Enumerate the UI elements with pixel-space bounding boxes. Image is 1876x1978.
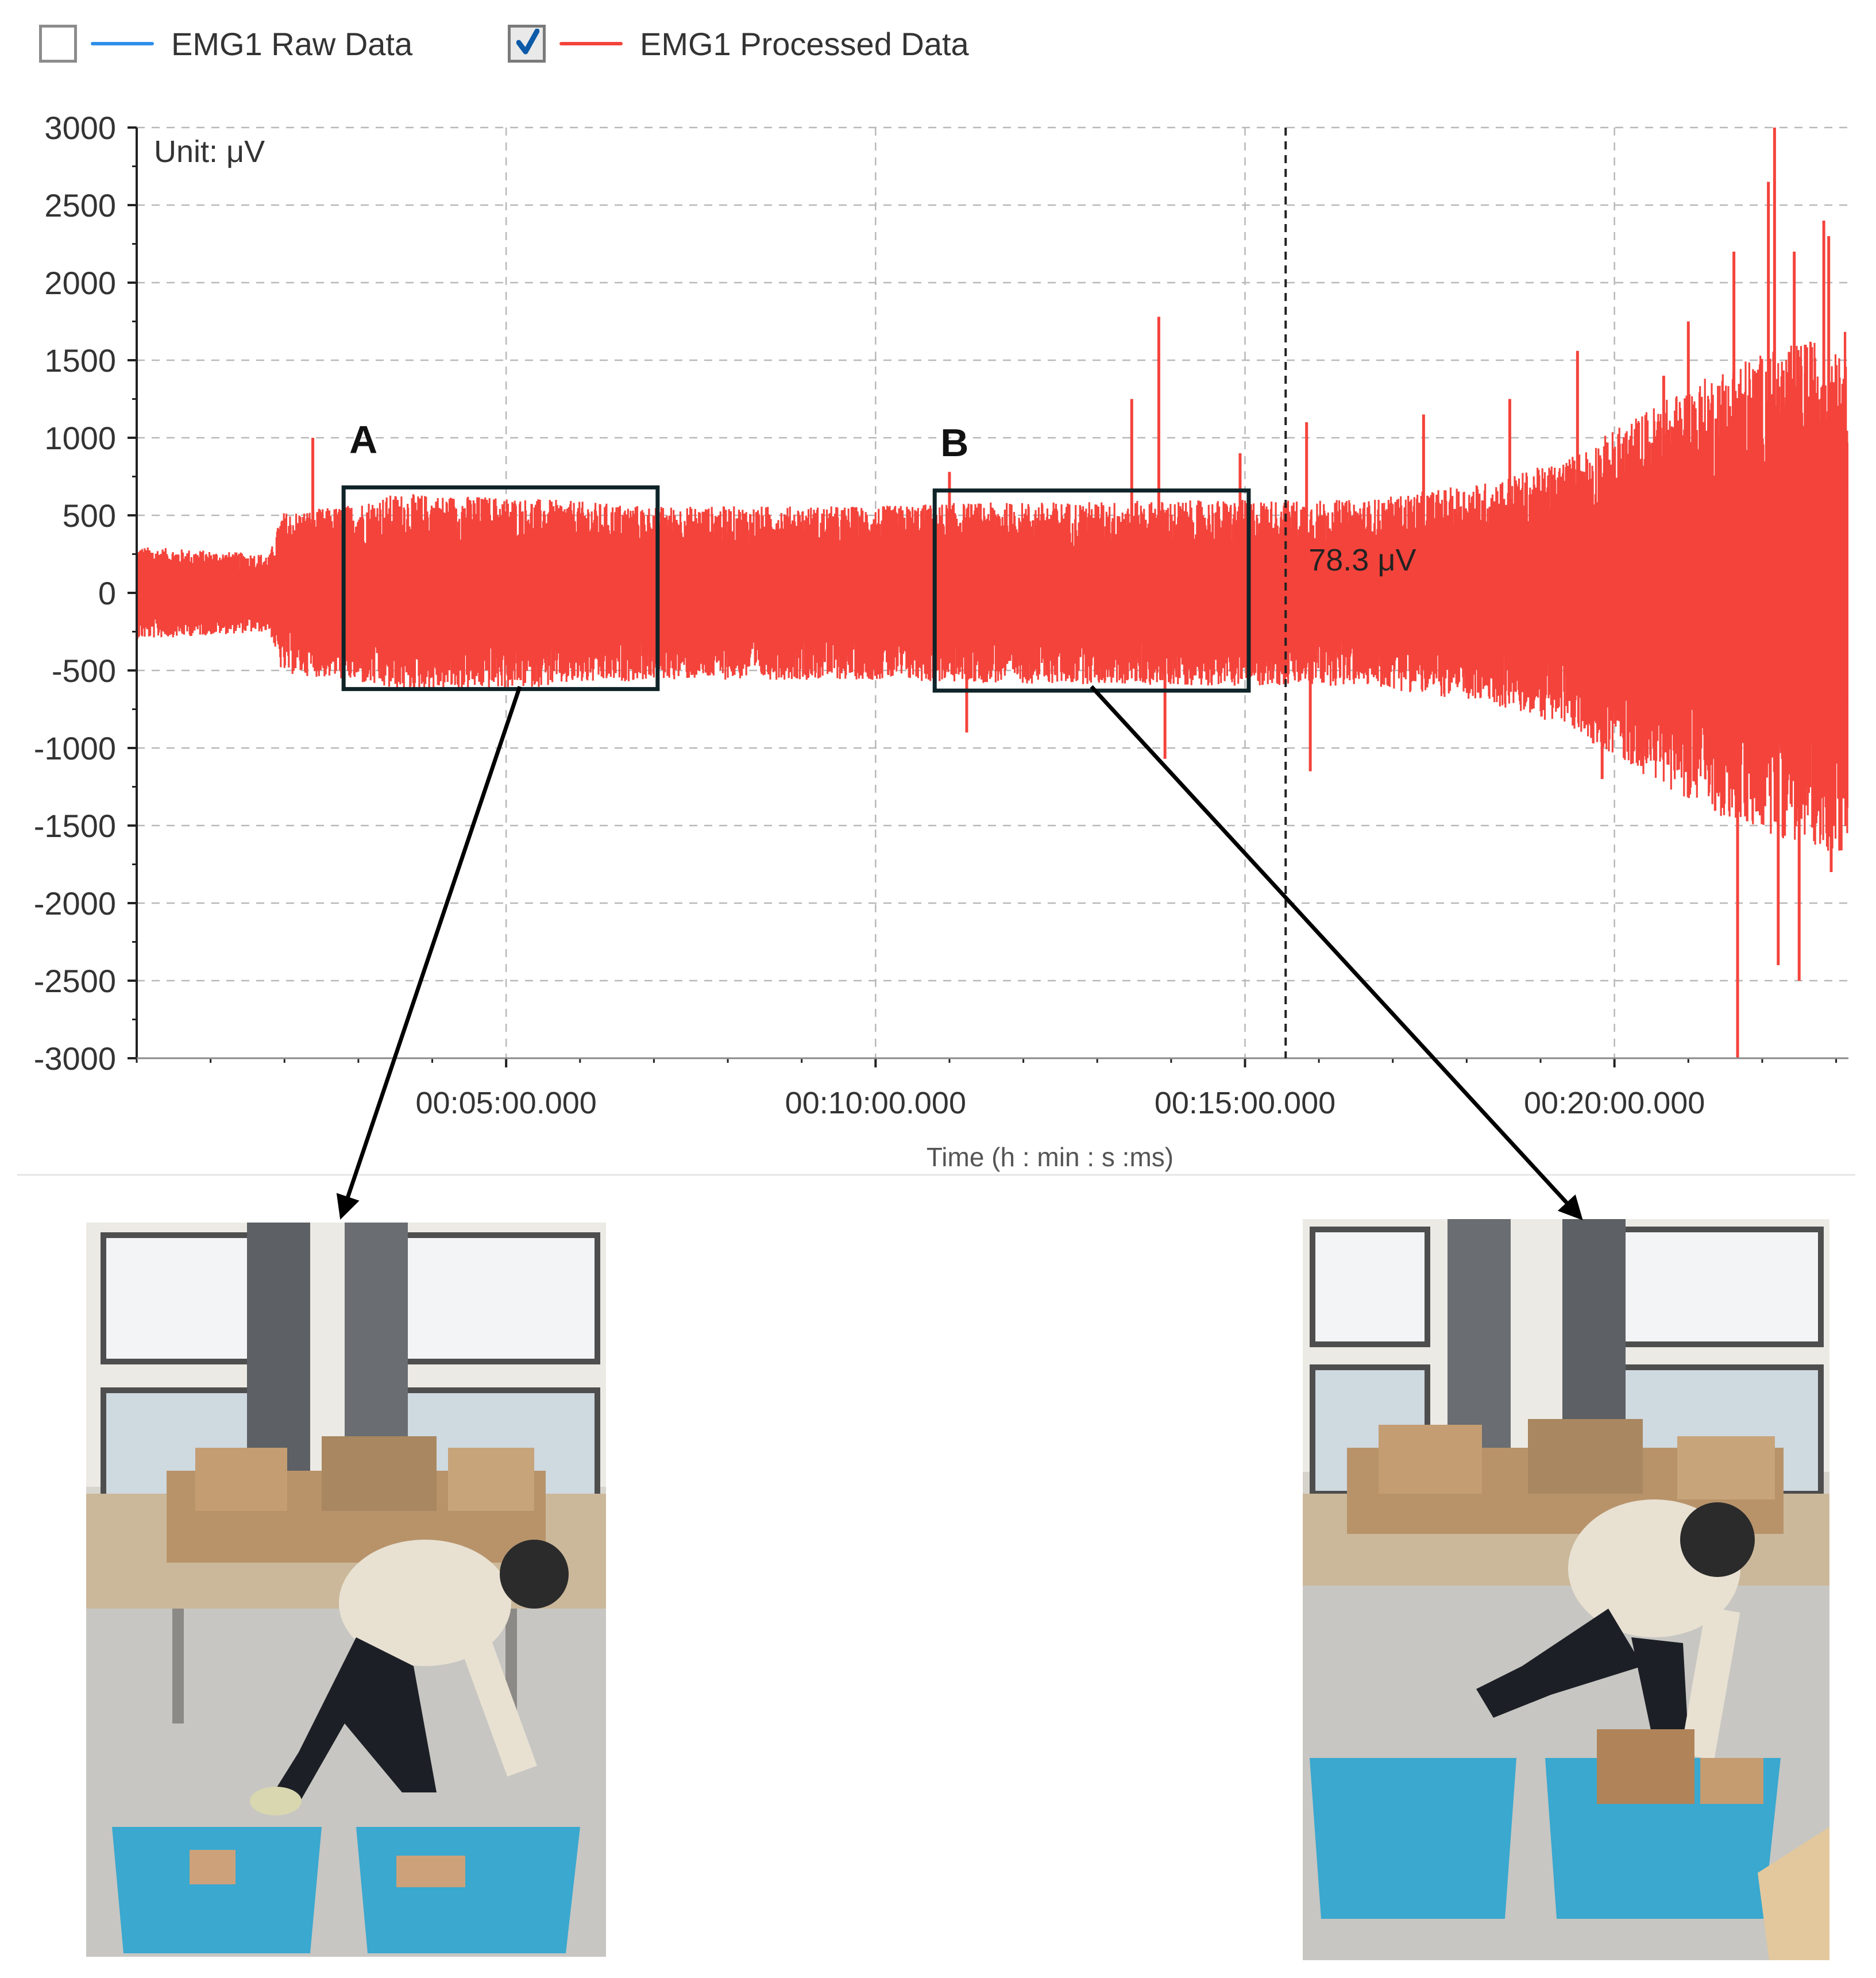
photo-a-worker-lifting-box: [86, 1223, 606, 1957]
x-tick-labels: 00:05:00.000 00:10:00.000 00:15:00.000 00:2…: [416, 1086, 1705, 1120]
emg-chart: 3000 2500 2000 1500 1000 500 0 -500 -1000 -1500 -2…: [17, 110, 1855, 1176]
x-axis-label: Time (h : min : s :ms): [927, 1142, 1174, 1172]
y-tick-label: -1500: [34, 808, 116, 844]
legend-item-raw[interactable]: EMG1 Raw Data: [39, 21, 412, 67]
y-tick-label: 0: [98, 575, 116, 611]
x-tick-label: 00:05:00.000: [416, 1086, 597, 1120]
y-tick-label: -3000: [34, 1040, 116, 1077]
y-tick-label: 1500: [44, 342, 116, 379]
y-tick-label: -500: [52, 653, 116, 689]
processed-data-checkbox[interactable]: [508, 25, 546, 63]
emg-signal-core: [137, 482, 1848, 704]
x-tick-label: 00:15:00.000: [1155, 1086, 1335, 1120]
cursor-value-label: 78.3 μV: [1308, 543, 1416, 577]
raw-data-color-swatch: [91, 42, 154, 45]
y-tick-label: -1000: [34, 730, 116, 766]
chart-legend: EMG1 Raw Data EMG1 Processed Data: [0, 0, 1876, 92]
y-tick-label: 3000: [44, 110, 116, 146]
annotation-label-b: B: [940, 421, 968, 465]
x-tick-label: 00:20:00.000: [1524, 1086, 1705, 1120]
y-tick-label: -2500: [34, 963, 116, 999]
x-tick-label: 00:10:00.000: [785, 1086, 966, 1120]
y-tick-label: 2000: [44, 265, 116, 301]
unit-label: Unit: μV: [154, 134, 265, 169]
raw-data-label: EMG1 Raw Data: [171, 25, 413, 62]
emg-signal-series: [137, 128, 1848, 1058]
checkmark-icon: [516, 29, 539, 55]
y-tick-label: 2500: [44, 187, 116, 223]
y-tick-label: -2000: [34, 885, 116, 921]
processed-data-label: EMG1 Processed Data: [640, 25, 969, 62]
y-tick-label: 1000: [44, 420, 116, 456]
annotation-label-a: A: [349, 418, 377, 461]
processed-data-color-swatch: [559, 42, 623, 45]
photo-b-worker-lifting-box: [1303, 1219, 1829, 1960]
legend-item-processed[interactable]: EMG1 Processed Data: [508, 21, 969, 67]
y-tick-labels: 3000 2500 2000 1500 1000 500 0 -500 -1000 -1500 -2…: [34, 110, 116, 1077]
raw-data-checkbox[interactable]: [39, 25, 77, 63]
y-tick-label: 500: [63, 498, 116, 534]
